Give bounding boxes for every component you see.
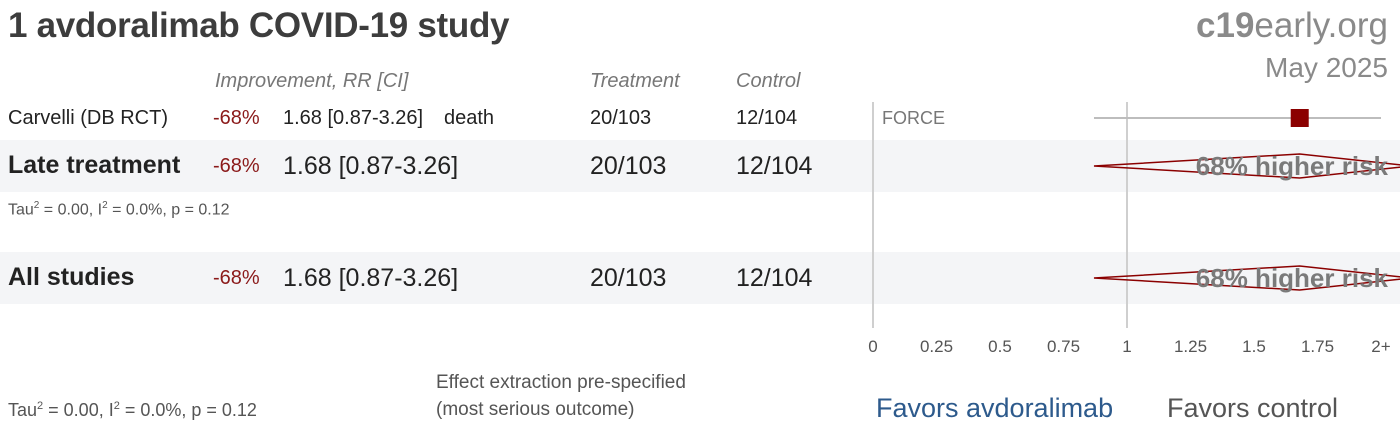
- study-trial-name: FORCE: [882, 108, 945, 128]
- study-control: 12/104: [736, 107, 798, 129]
- extraction-note-line2: (most serious outcome): [436, 399, 635, 420]
- footer-stats-i: = 0.00, I: [43, 400, 114, 420]
- study-treatment: 20/103: [590, 107, 652, 129]
- late-treatment-control: 12/104: [736, 152, 813, 180]
- stats-p: = 0.0%, p = 0.12: [107, 201, 230, 219]
- header-improvement: Improvement, RR [CI]: [215, 70, 409, 92]
- study-rr: 1.68 [0.87-3.26]: [283, 107, 424, 129]
- x-tick-label: 1.75: [1301, 337, 1334, 356]
- extraction-note: Effect extraction pre-specified (most ser…: [436, 369, 756, 423]
- all-studies-rr: 1.68 [0.87-3.26]: [283, 264, 459, 292]
- all-studies-risk-label: 68% higher risk: [1196, 263, 1389, 293]
- date-label: May 2025: [1265, 52, 1388, 83]
- x-tick-label: 1.25: [1174, 337, 1207, 356]
- all-studies-improvement: -68%: [213, 267, 260, 289]
- x-tick-label: 1: [1122, 337, 1131, 356]
- brand-rest: early.org: [1254, 6, 1388, 45]
- late-treatment-stats: Tau2 = 0.00, I2 = 0.0%, p = 0.12: [8, 200, 230, 219]
- favors-control-label: Favors control: [1167, 393, 1339, 423]
- x-tick-label: 0.25: [920, 337, 953, 356]
- x-tick-label: 0: [868, 337, 877, 356]
- late-treatment-label: Late treatment: [8, 151, 181, 179]
- page-title: 1 avdoralimab COVID-19 study: [8, 6, 510, 45]
- all-studies-treatment: 20/103: [590, 264, 667, 292]
- all-studies-control: 12/104: [736, 264, 813, 292]
- all-studies-diamond: [1093, 265, 1400, 291]
- brand-bold: c19: [1196, 6, 1255, 45]
- favors-treatment-label: Favors avdoralimab: [876, 393, 1114, 423]
- footer-stats: Tau2 = 0.00, I2 = 0.0%, p = 0.12: [8, 400, 257, 420]
- late-treatment-risk-label: 68% higher risk: [1196, 151, 1389, 181]
- late-treatment-diamond: [1093, 153, 1400, 179]
- late-treatment-treatment: 20/103: [590, 152, 667, 180]
- study-outcome: death: [444, 107, 495, 129]
- late-treatment-band: [0, 140, 1400, 192]
- footer-stats-tau: Tau: [8, 400, 38, 420]
- late-treatment-improvement: -68%: [213, 155, 260, 177]
- stats-i: = 0.00, I: [39, 201, 103, 219]
- study-name: Carvelli (DB RCT): [8, 107, 168, 129]
- study-marker: [1290, 109, 1309, 127]
- brand-logo: c19early.org: [1196, 6, 1388, 46]
- late-treatment-rr: 1.68 [0.87-3.26]: [283, 152, 459, 180]
- x-tick-label: 0.5: [988, 337, 1012, 356]
- study-improvement: -68%: [213, 107, 260, 129]
- x-tick-label: 2+: [1371, 337, 1390, 356]
- all-studies-band: [0, 252, 1400, 304]
- stats-tau: Tau: [8, 201, 34, 219]
- header-treatment: Treatment: [590, 70, 680, 92]
- x-tick-label: 0.75: [1047, 337, 1080, 356]
- footer-stats-p: = 0.0%, p = 0.12: [119, 400, 257, 420]
- extraction-note-line1: Effect extraction pre-specified: [436, 372, 686, 393]
- x-tick-label: 1.5: [1242, 337, 1266, 356]
- header-control: Control: [736, 70, 801, 92]
- all-studies-label: All studies: [8, 263, 135, 291]
